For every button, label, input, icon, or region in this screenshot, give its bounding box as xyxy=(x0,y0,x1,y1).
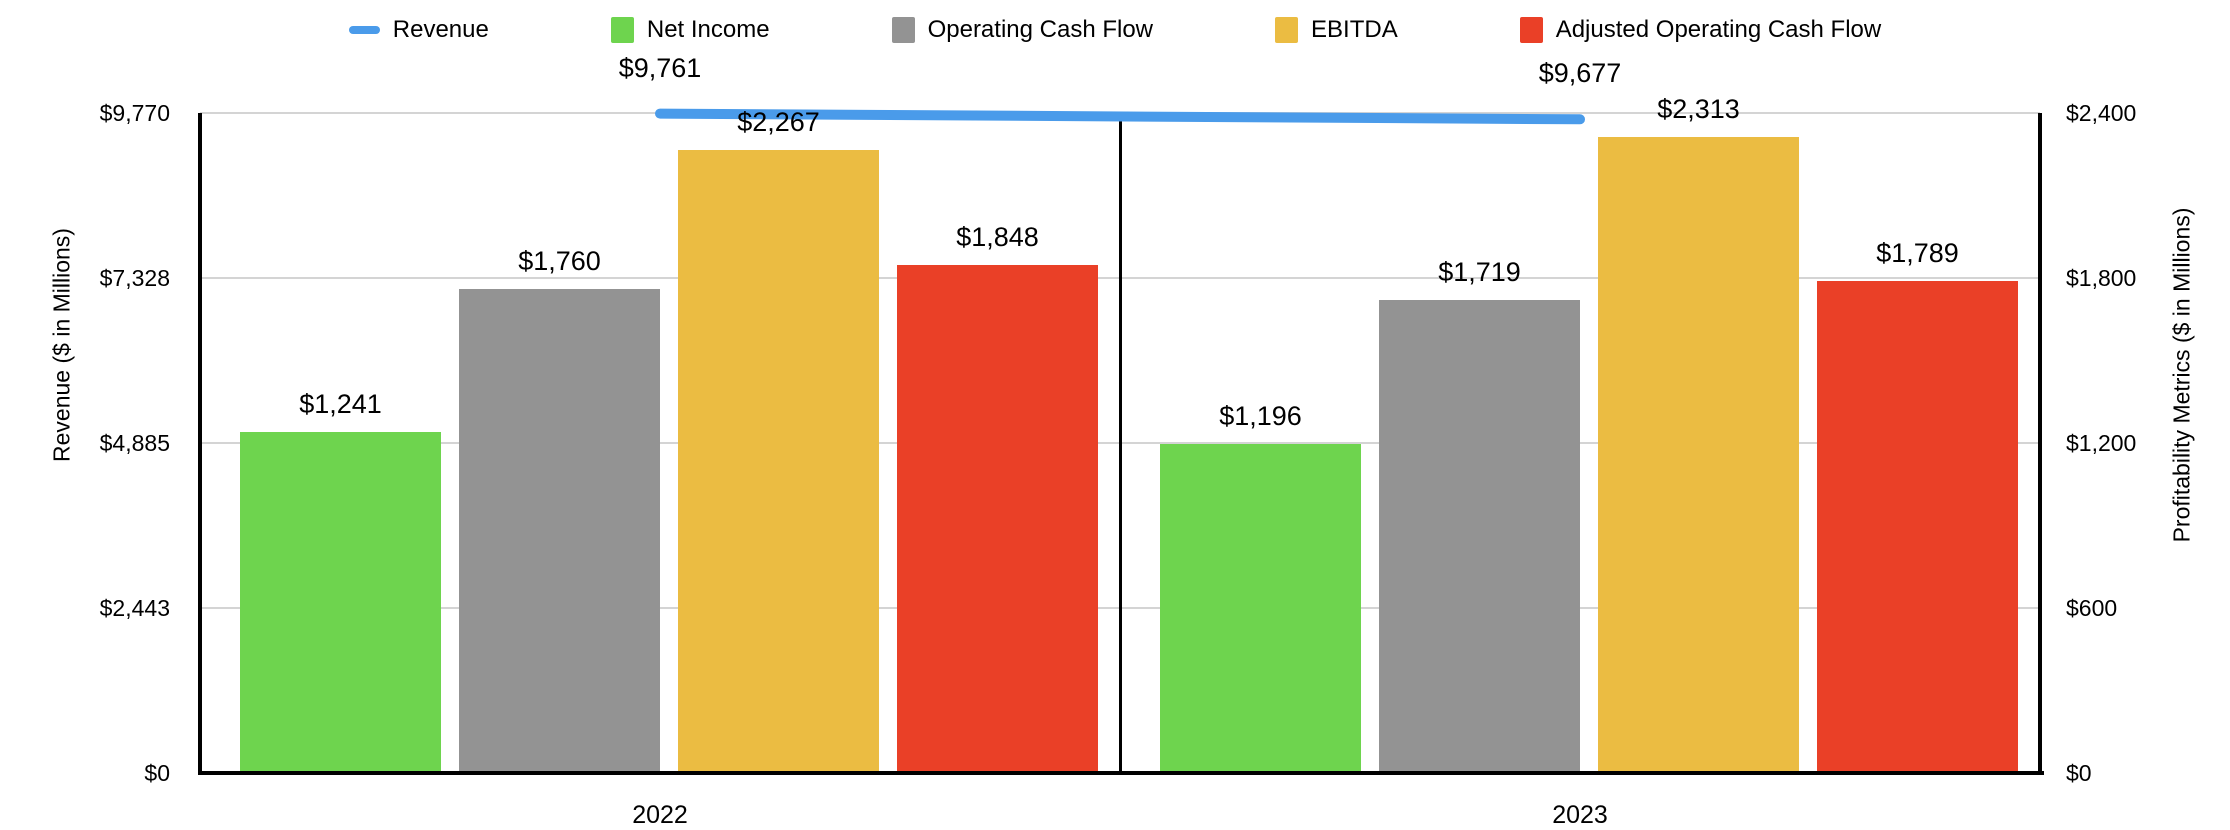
legend-item-net-income: Net Income xyxy=(610,16,770,44)
bar-ebitda-2022 xyxy=(678,150,879,773)
bar-value-label: $1,241 xyxy=(299,389,382,419)
right-axis-tick: $2,400 xyxy=(2066,100,2137,126)
left-axis-tick: $2,443 xyxy=(99,595,170,621)
bar-operating-cash-flow-2023 xyxy=(1379,300,1580,773)
line-value-label: $9,761 xyxy=(618,52,702,83)
right-axis-tick: $1,200 xyxy=(2066,430,2137,456)
bar-value-label: $1,789 xyxy=(1876,238,1959,268)
left-axis-tick: $0 xyxy=(144,760,170,786)
right-axis-line xyxy=(2038,113,2042,775)
legend-label-adjusted-operating-cash-flow: Adjusted Operating Cash Flow xyxy=(1555,16,1882,43)
right-axis-tick: $1,800 xyxy=(2066,265,2137,291)
right-axis-title: Profitability Metrics ($ in Millions) xyxy=(2168,207,2195,543)
legend-swatch-revenue xyxy=(348,26,380,34)
bar-value-label: $1,196 xyxy=(1219,401,1302,431)
bar-value-label: $1,848 xyxy=(956,222,1039,252)
legend-item-ebitda: EBITDA xyxy=(1275,16,1398,44)
line-value-label: $9,677 xyxy=(1538,58,1622,89)
legend-item-operating-cash-flow: Operating Cash Flow xyxy=(891,16,1154,44)
right-axis-tick: $0 xyxy=(2066,760,2092,786)
bar-value-label: $2,267 xyxy=(737,107,820,137)
category-label-2022: 2022 xyxy=(632,801,688,829)
legend-label-operating-cash-flow: Operating Cash Flow xyxy=(927,16,1154,43)
left-axis-tick: $9,770 xyxy=(99,100,170,126)
left-axis-line xyxy=(198,113,202,775)
legend: Revenue Net Income Operating Cash Flow EBIT… xyxy=(0,8,2230,52)
legend-item-adjusted-operating-cash-flow: Adjusted Operating Cash Flow xyxy=(1519,16,1882,44)
legend-swatch-adjusted-operating-cash-flow xyxy=(1519,17,1543,43)
bar-operating-cash-flow-2022 xyxy=(459,289,660,773)
bottom-axis-line xyxy=(198,771,2044,775)
right-axis-tick: $600 xyxy=(2066,595,2118,621)
category-divider-line xyxy=(1119,113,1122,771)
bar-value-label: $2,313 xyxy=(1657,94,1740,124)
bar-net-income-2023 xyxy=(1160,444,1361,773)
bar-adjusted-operating-cash-flow-2022 xyxy=(897,265,1098,773)
legend-label-net-income: Net Income xyxy=(646,16,770,43)
bar-value-label: $1,719 xyxy=(1438,257,1521,287)
legend-label-revenue: Revenue xyxy=(392,16,489,43)
bar-value-label: $1,760 xyxy=(518,246,601,276)
legend-label-ebitda: EBITDA xyxy=(1311,16,1398,43)
left-axis-tick: $4,885 xyxy=(99,430,170,456)
legend-swatch-operating-cash-flow xyxy=(891,17,915,43)
bar-adjusted-operating-cash-flow-2023 xyxy=(1817,281,2018,773)
legend-item-revenue: Revenue xyxy=(348,16,489,44)
left-axis-tick: $7,328 xyxy=(99,265,170,291)
legend-swatch-ebitda xyxy=(1275,17,1299,43)
bar-net-income-2022 xyxy=(240,432,441,773)
legend-swatch-net-income xyxy=(610,17,634,43)
category-label-2023: 2023 xyxy=(1552,801,1608,829)
bar-ebitda-2023 xyxy=(1598,137,1799,773)
